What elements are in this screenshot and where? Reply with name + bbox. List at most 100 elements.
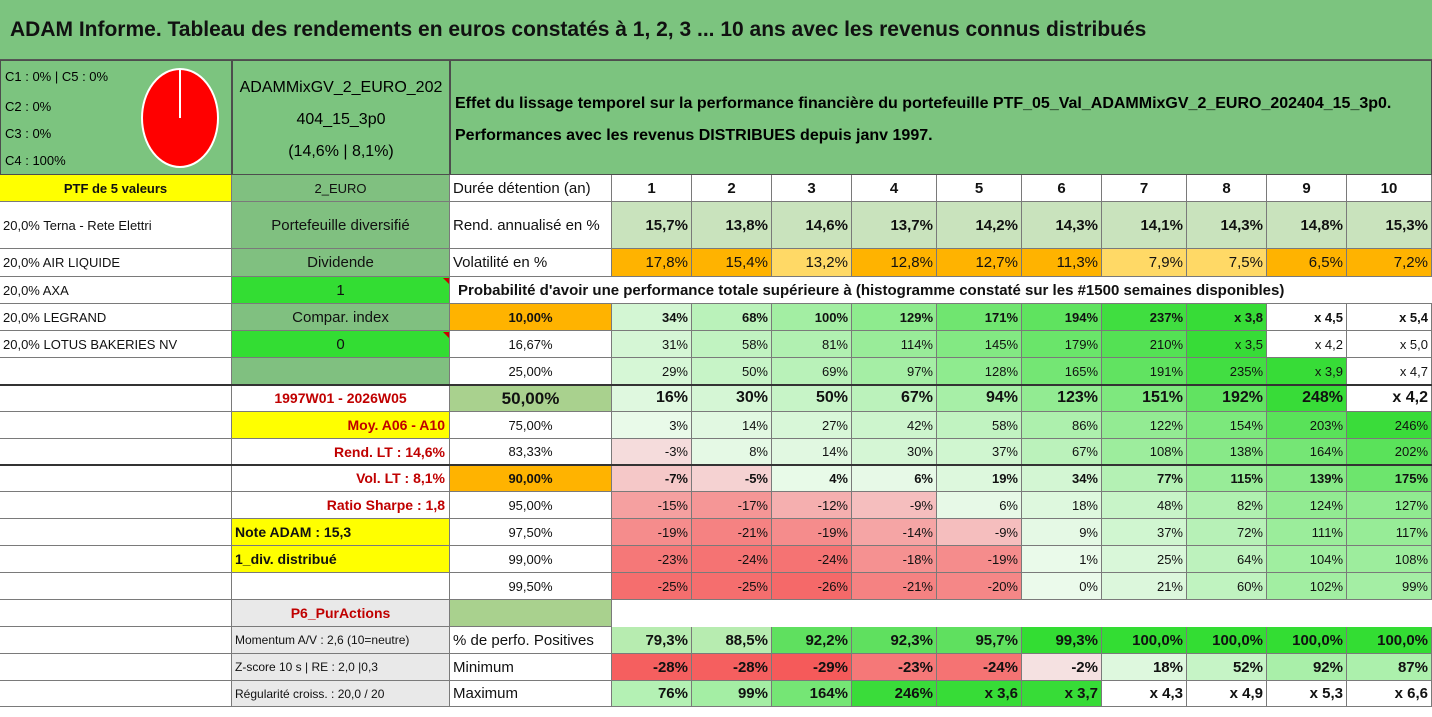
momentum-label: Momentum A/V : 2,6 (10=neutre) [232, 627, 450, 654]
probability-threshold: 97,50% [450, 519, 612, 546]
probability-value: 67% [1022, 439, 1102, 465]
probability-value: 21% [1102, 573, 1187, 600]
left-empty [0, 358, 232, 385]
probability-value: 37% [1102, 519, 1187, 546]
probability-value: 29% [612, 358, 692, 385]
probability-value: 100% [772, 304, 852, 331]
probability-value: 1% [1022, 546, 1102, 573]
probability-value: x 5,4 [1347, 304, 1432, 331]
probability-value: -3% [612, 439, 692, 465]
probability-value: 30% [852, 439, 937, 465]
probability-value: 6% [852, 465, 937, 492]
year-header: 9 [1267, 175, 1347, 202]
probability-value: 86% [1022, 412, 1102, 439]
left-empty [0, 681, 232, 707]
year-header: 7 [1102, 175, 1187, 202]
left-empty [0, 385, 232, 412]
probability-value: 9% [1022, 519, 1102, 546]
min-value: 87% [1347, 654, 1432, 681]
rend-value: 14,8% [1267, 202, 1347, 249]
min-value: -28% [612, 654, 692, 681]
year-header: 4 [852, 175, 937, 202]
max-value: x 4,9 [1187, 681, 1267, 707]
effect-line-1: Effet du lissage temporel sur la perform… [455, 95, 1392, 112]
probability-value: 139% [1267, 465, 1347, 492]
zscore-label: Z-score 10 s | RE : 2,0 |0,3 [232, 654, 450, 681]
probability-value: 81% [772, 331, 852, 358]
left-empty [0, 465, 232, 492]
vol-label: Volatilité en % [450, 249, 612, 277]
min-value: -29% [772, 654, 852, 681]
probability-threshold: 95,00% [450, 492, 612, 519]
vol-value: 12,7% [937, 249, 1022, 277]
probability-value: x 4,7 [1347, 358, 1432, 385]
probability-value: 99% [1347, 573, 1432, 600]
probability-value: 8% [692, 439, 772, 465]
probability-value: 37% [937, 439, 1022, 465]
probability-value: 34% [612, 304, 692, 331]
min-value: -2% [1022, 654, 1102, 681]
max-value: x 5,3 [1267, 681, 1347, 707]
pos-value: 100,0% [1187, 627, 1267, 654]
probability-value: 19% [937, 465, 1022, 492]
holding-5: 20,0% LOTUS BAKERIES NV [0, 331, 232, 358]
probability-value: 246% [1347, 412, 1432, 439]
probability-value: 60% [1187, 573, 1267, 600]
probability-value: -18% [852, 546, 937, 573]
probability-value: 191% [1102, 358, 1187, 385]
probability-value: 16% [612, 385, 692, 412]
probability-value: 31% [612, 331, 692, 358]
probability-value: 145% [937, 331, 1022, 358]
max-value: 99% [692, 681, 772, 707]
left-empty [0, 627, 232, 654]
probability-value: 42% [852, 412, 937, 439]
comment-marker [443, 332, 449, 338]
pos-value: 88,5% [692, 627, 772, 654]
vol-value: 6,5% [1267, 249, 1347, 277]
left-empty [0, 439, 232, 465]
probability-value: 151% [1102, 385, 1187, 412]
probability-value: -19% [772, 519, 852, 546]
mid-empty [232, 573, 450, 600]
probability-value: 94% [937, 385, 1022, 412]
report-title: ADAM Informe. Tableau des rendements en … [0, 0, 1432, 60]
max-label: Maximum [450, 681, 612, 707]
probability-value: -19% [937, 546, 1022, 573]
fund-name-line-2: 404_15_3p0 [296, 111, 386, 128]
probability-value: 154% [1187, 412, 1267, 439]
comment-marker [443, 278, 449, 284]
probability-value: 67% [852, 385, 937, 412]
mid-empty [232, 358, 450, 385]
vol-lt-label: Vol. LT : 8,1% [232, 465, 450, 492]
ptf-header: PTF de 5 valeurs [0, 175, 232, 202]
probability-value: 111% [1267, 519, 1347, 546]
probability-value: 138% [1187, 439, 1267, 465]
probability-value: 192% [1187, 385, 1267, 412]
left-empty [0, 492, 232, 519]
probability-value: -25% [692, 573, 772, 600]
max-value: 76% [612, 681, 692, 707]
max-value: x 3,6 [937, 681, 1022, 707]
probability-value: 127% [1347, 492, 1432, 519]
vol-value: 15,4% [692, 249, 772, 277]
probability-value: 68% [692, 304, 772, 331]
rend-lt-label: Rend. LT : 14,6% [232, 439, 450, 465]
rend-value: 13,7% [852, 202, 937, 249]
probability-value: 27% [772, 412, 852, 439]
probability-value: 124% [1267, 492, 1347, 519]
year-header: 8 [1187, 175, 1267, 202]
probability-value: 179% [1022, 331, 1102, 358]
probability-threshold: 99,50% [450, 573, 612, 600]
probability-value: 50% [772, 385, 852, 412]
probability-value: x 3,5 [1187, 331, 1267, 358]
year-header: 1 [612, 175, 692, 202]
probability-value: x 5,0 [1347, 331, 1432, 358]
min-value: -28% [692, 654, 772, 681]
probability-value: x 4,2 [1267, 331, 1347, 358]
probability-value: 210% [1102, 331, 1187, 358]
probability-value: -14% [852, 519, 937, 546]
probability-value: -9% [937, 519, 1022, 546]
allocation-line-1: C1 : 0% | C5 : 0% [5, 69, 109, 84]
left-empty [0, 600, 232, 627]
probability-value: -17% [692, 492, 772, 519]
